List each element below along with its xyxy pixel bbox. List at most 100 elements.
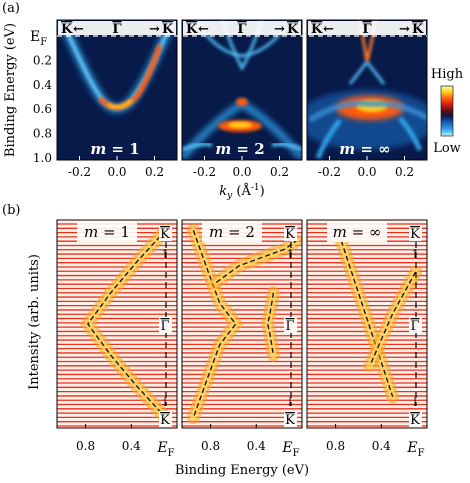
panel-title-text: m = 2 [209, 223, 255, 241]
band-peak-lower [228, 122, 252, 128]
band-branch [315, 118, 343, 159]
panel-title-top: m = 1 [90, 140, 139, 158]
ytick-label: 0.4 [33, 78, 52, 92]
panel-title-bottom: m = ∞ [327, 222, 387, 242]
peak-fit-line [87, 229, 167, 419]
label-bg [409, 225, 422, 241]
top-ylabel: Binding Energy (eV) [3, 23, 18, 157]
label-bg [409, 411, 422, 427]
header-bg [308, 21, 426, 35]
arrow-down: ↓ [285, 395, 295, 409]
top-xlabel: ky (Å-1) [219, 183, 264, 201]
peak-fit-line [340, 240, 394, 398]
xtick-label: 0.2 [270, 165, 289, 179]
arpes-panel-m2 [181, 19, 303, 161]
top-k-headers: K ← Γ → K K ← Γ → K K ← Γ → K [58, 21, 426, 37]
title-bg [327, 222, 387, 242]
kbar-top-label: K [285, 227, 295, 242]
band-side-right [271, 142, 302, 152]
arrow-right: → [399, 22, 410, 37]
peak-fit-line [192, 230, 237, 418]
title-bg [77, 222, 137, 242]
band-flat [308, 100, 427, 123]
header-bg [183, 21, 301, 35]
panel-title-bottom: m = 1 [77, 222, 137, 242]
xtick-label: 0.0 [232, 165, 251, 179]
arrow-down: ↓ [160, 395, 170, 409]
kbar-left-label: K [61, 22, 73, 37]
arpes-panel-minf [306, 19, 428, 161]
panel-frame [56, 219, 178, 429]
xtick-label: 0.8 [326, 439, 345, 453]
top-ef-label: EF [30, 29, 47, 48]
gammabar-label: Γ [112, 22, 122, 37]
arrow-left: ← [73, 22, 84, 37]
ytick-label: 0.6 [33, 102, 52, 116]
panel-title-bottom: m = 2 [202, 222, 262, 242]
arrow-up: ↑ [285, 247, 295, 261]
ef-tick-label: EF [406, 440, 424, 459]
label-bg [284, 411, 297, 427]
ytick-label: 0.8 [33, 127, 52, 141]
ef-tick-label: EF [156, 440, 174, 459]
peak-fit-line [266, 292, 275, 356]
label-bg [159, 317, 172, 333]
kbar-top-label: K [410, 227, 420, 242]
band-branch-right [398, 116, 423, 152]
label-bg [284, 317, 297, 333]
kbar-bottom-label: K [410, 413, 420, 428]
gammabar-label: Γ [410, 319, 419, 334]
cone-lower [348, 61, 386, 85]
ytick-label: 1.0 [33, 151, 52, 165]
kbar-right-label: K [287, 22, 299, 37]
bottom-ylabel: Intensity (arb. units) [27, 254, 42, 390]
band-peak [107, 98, 133, 109]
arrow-up: ↑ [410, 247, 420, 261]
xtick-label: -0.2 [193, 165, 216, 179]
panel-title-text: m = 1 [84, 223, 130, 241]
xtick-label: -0.2 [318, 165, 341, 179]
header-bg [58, 21, 176, 35]
xtick-label: 0.2 [145, 165, 164, 179]
kbar-right-label: K [162, 22, 174, 37]
edc-panel [57, 220, 177, 428]
ytick-label: 0.2 [33, 53, 52, 67]
colorbar-gradient [440, 85, 454, 137]
kbar-bottom-label: K [160, 413, 170, 428]
xtick-label: 0.8 [201, 439, 220, 453]
gammabar-label: Γ [362, 22, 372, 37]
label-bg [409, 317, 422, 333]
label-bg [159, 411, 172, 427]
gammabar-label: Γ [160, 319, 169, 334]
xtick-label: 0.4 [372, 439, 391, 453]
band-node [236, 98, 248, 106]
label-bg [284, 225, 297, 241]
arpes-panel-m1 [56, 19, 178, 161]
xtick-label: 0.0 [357, 165, 376, 179]
xtick-label: 0.2 [395, 165, 414, 179]
label-bg [159, 225, 172, 241]
gammabar-label: Γ [285, 319, 294, 334]
ef-tick-label: EF [281, 440, 299, 459]
xtick-label: 0.4 [122, 439, 141, 453]
kbar-right-label: K [412, 22, 424, 37]
colorbar: High Low [431, 67, 464, 156]
peak-fit-line [215, 240, 297, 283]
panel-title-top: m = 2 [215, 140, 264, 158]
kbar-bottom-label: K [285, 413, 295, 428]
panel-title-text: m = ∞ [333, 223, 382, 241]
kbar-left-label: K [311, 22, 323, 37]
bottom-xtick-labels: 0.8 0.4 EF 0.8 0.4 EF 0.8 0.4 EF [76, 424, 425, 459]
bottom-xlabel: Binding Energy (eV) [175, 463, 309, 478]
xtick-label: 0.4 [247, 439, 266, 453]
panel-label-a: (a) [2, 1, 20, 16]
title-bg [202, 222, 262, 242]
panel-title-top: m = ∞ [339, 140, 390, 158]
colorbar-high-label: High [431, 67, 464, 82]
xtick-label: -0.2 [68, 165, 91, 179]
top-panel-titles: m = 1 m = 2 m = ∞ [90, 140, 390, 158]
kbar-left-label: K [186, 22, 198, 37]
arrow-up: ↑ [160, 247, 170, 261]
top-xtick-labels: -0.2 0.0 0.2 -0.2 0.0 0.2 -0.2 0.0 0.2 [68, 156, 414, 179]
